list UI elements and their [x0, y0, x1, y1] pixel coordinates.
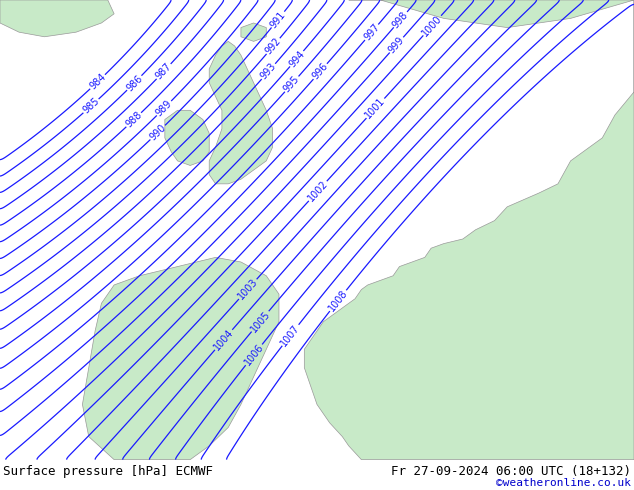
Text: 1001: 1001: [363, 96, 387, 121]
Text: ©weatheronline.co.uk: ©weatheronline.co.uk: [496, 478, 631, 489]
Text: 1002: 1002: [306, 178, 330, 203]
Text: 994: 994: [287, 49, 306, 69]
Text: 1006: 1006: [242, 342, 266, 368]
Text: Surface pressure [hPa] ECMWF: Surface pressure [hPa] ECMWF: [3, 466, 213, 478]
Text: 986: 986: [124, 73, 145, 93]
Polygon shape: [304, 0, 634, 460]
Text: 987: 987: [153, 61, 174, 81]
Polygon shape: [209, 41, 273, 184]
Text: 990: 990: [148, 122, 168, 143]
Polygon shape: [0, 0, 114, 37]
Text: 996: 996: [311, 61, 330, 82]
Polygon shape: [82, 257, 279, 460]
Text: 995: 995: [282, 74, 302, 94]
Text: 1003: 1003: [236, 277, 260, 301]
Text: 988: 988: [124, 110, 144, 130]
Text: 998: 998: [391, 9, 410, 30]
Text: 997: 997: [362, 22, 382, 43]
Text: 984: 984: [87, 72, 108, 92]
Text: Fr 27-09-2024 06:00 UTC (18+132): Fr 27-09-2024 06:00 UTC (18+132): [391, 466, 631, 478]
Text: 1000: 1000: [420, 13, 444, 38]
Polygon shape: [165, 110, 209, 166]
Text: 985: 985: [81, 96, 101, 116]
Text: 993: 993: [259, 61, 278, 82]
Text: 1007: 1007: [279, 322, 302, 348]
Text: 999: 999: [387, 35, 406, 55]
Text: 991: 991: [268, 9, 288, 30]
Text: 989: 989: [154, 98, 174, 118]
Polygon shape: [241, 23, 266, 41]
Text: 1008: 1008: [327, 288, 349, 314]
Text: 992: 992: [263, 36, 283, 56]
Text: 1005: 1005: [249, 309, 272, 334]
Text: 1004: 1004: [212, 327, 235, 352]
